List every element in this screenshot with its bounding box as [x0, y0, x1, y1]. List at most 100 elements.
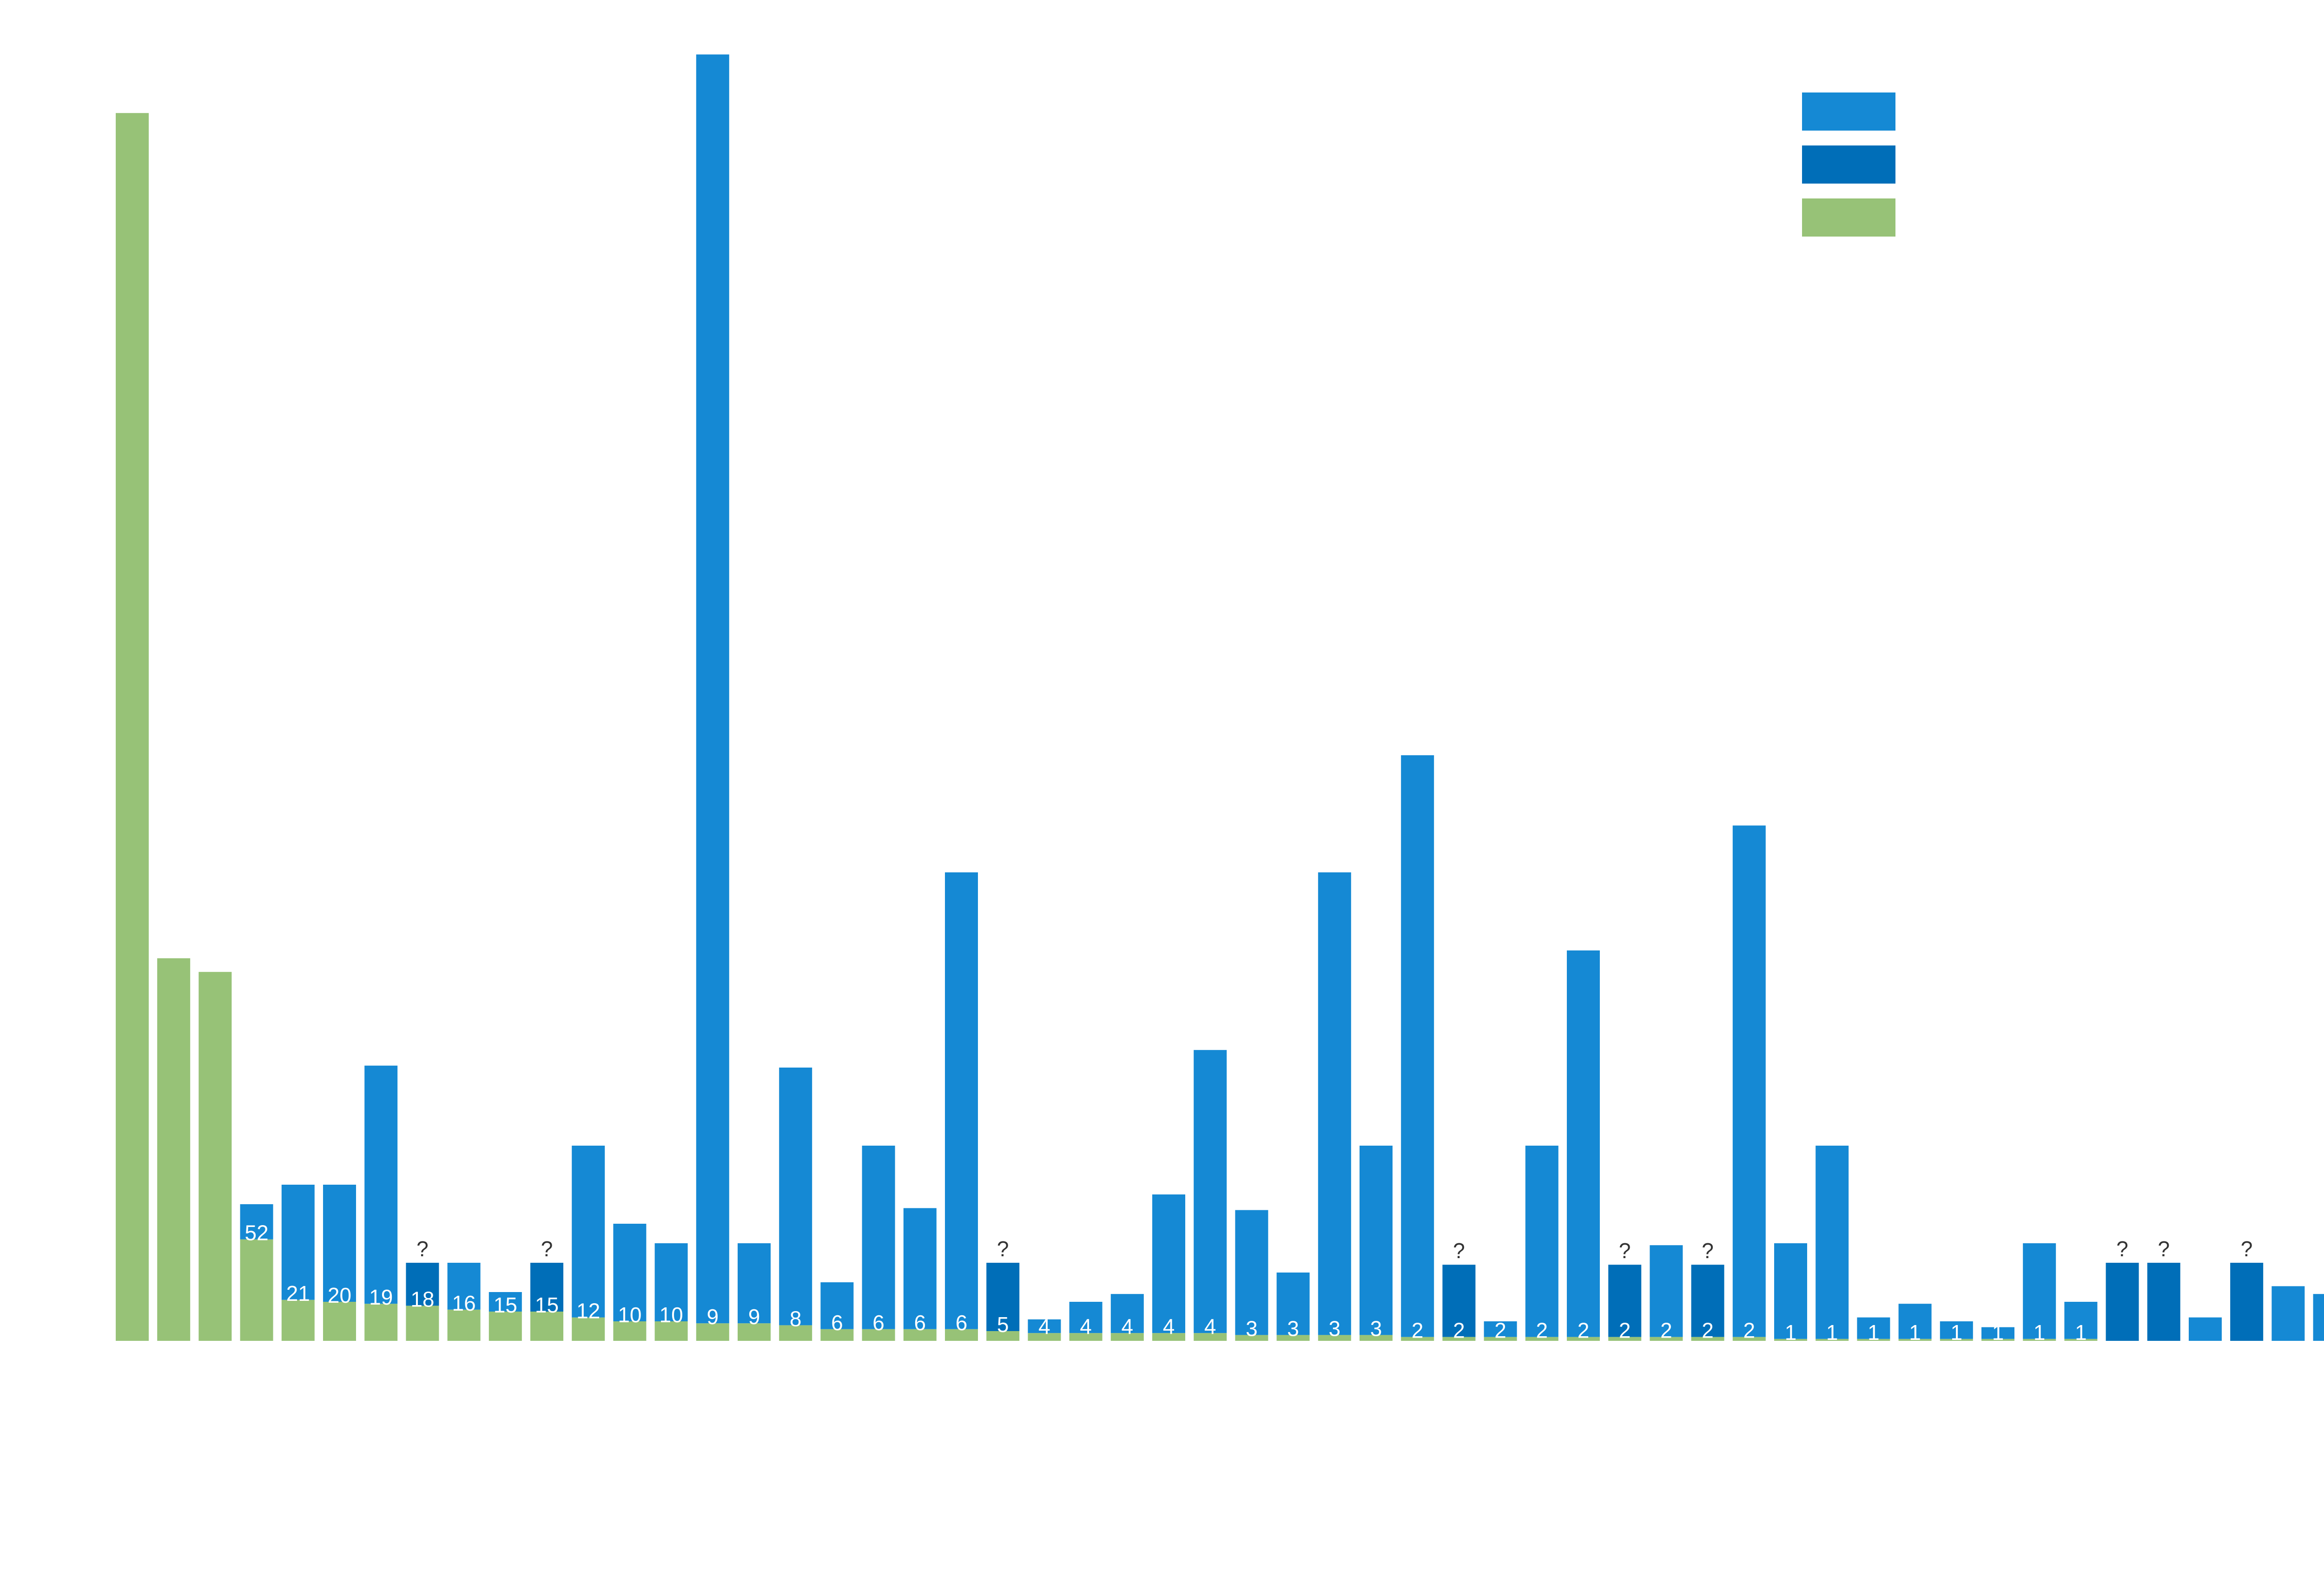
bar-top-segment	[572, 1146, 605, 1318]
bar-top-segment	[1940, 1321, 1973, 1339]
data-label: 2	[1743, 1319, 1756, 1343]
data-label: 4	[1204, 1314, 1216, 1339]
bar-top-segment	[1194, 1050, 1227, 1333]
bar-base-segment	[572, 1317, 605, 1341]
bar-base-segment	[1981, 1339, 2014, 1341]
bar-base-segment	[116, 113, 149, 1341]
bar-base-segment	[1691, 1337, 1724, 1341]
bar-base-segment	[1318, 1335, 1351, 1341]
data-label: 3	[1370, 1316, 1382, 1340]
unknown-marker: ?	[1702, 1239, 1714, 1263]
data-label: 8	[790, 1306, 802, 1331]
bar-top-segment	[1069, 1302, 1103, 1333]
bar-top-segment	[945, 872, 978, 1329]
bar-base-segment	[1774, 1339, 1807, 1341]
data-label: 52	[245, 1221, 269, 1245]
data-label: 1	[1785, 1320, 1797, 1345]
bar-top-segment	[1028, 1319, 1061, 1333]
bar-top-segment	[986, 1263, 1020, 1331]
bar-base-segment	[2023, 1339, 2056, 1341]
bar-base-segment	[696, 1323, 729, 1341]
bar-base-segment	[945, 1329, 978, 1341]
bar-top-segment	[1608, 1265, 1642, 1337]
bar-top-segment	[1442, 1265, 1476, 1337]
data-label: 20	[328, 1283, 351, 1307]
data-label: 6	[914, 1311, 926, 1335]
bar-top-segment	[530, 1263, 563, 1312]
bar-top-segment	[1816, 1146, 1849, 1339]
unknown-marker: ?	[416, 1237, 429, 1261]
bar-base-segment	[447, 1309, 481, 1341]
bar-top-segment	[364, 1065, 398, 1304]
bar-base-segment	[1235, 1335, 1268, 1341]
data-label: 6	[872, 1311, 885, 1335]
bar-top-segment	[613, 1224, 647, 1321]
bar-base-segment	[1484, 1337, 1517, 1341]
bar-top-segment	[1732, 825, 1766, 1337]
bar-base-segment	[820, 1329, 854, 1341]
legend-swatch	[1802, 198, 1895, 237]
data-label: 15	[494, 1293, 517, 1317]
unknown-marker: ?	[997, 1237, 1009, 1261]
bar-base-segment	[779, 1325, 812, 1341]
bar-base-segment	[364, 1304, 398, 1341]
bars-layer	[116, 54, 2324, 1341]
bar-base-segment	[986, 1331, 1020, 1341]
data-label: 1	[1868, 1320, 1880, 1345]
data-label: 2	[1578, 1319, 1590, 1343]
data-label: 5	[997, 1312, 1009, 1337]
bar-base-segment	[198, 972, 232, 1341]
unknown-marker: ?	[541, 1237, 553, 1261]
bar-top-segment	[1650, 1245, 1683, 1337]
bar-top-segment	[696, 54, 729, 1324]
bar-top-segment	[2023, 1243, 2056, 1339]
data-label: 3	[1246, 1316, 1258, 1340]
bar-base-segment	[281, 1299, 315, 1341]
data-label: 2	[1412, 1319, 1424, 1343]
bar-top-segment	[1318, 872, 1351, 1335]
bar-top-segment	[323, 1185, 356, 1302]
data-label: 2	[1536, 1319, 1548, 1343]
bar-base-segment	[1069, 1333, 1103, 1341]
data-label: 12	[576, 1299, 600, 1323]
bar-top-segment	[1691, 1265, 1724, 1337]
data-label: 19	[369, 1285, 393, 1309]
bar-base-segment	[1442, 1337, 1476, 1341]
bar-base-segment	[406, 1306, 439, 1341]
bar-top-segment	[2064, 1302, 2098, 1339]
bar-base-segment	[1940, 1339, 1973, 1341]
data-label: 2	[1619, 1319, 1631, 1343]
bar-top-segment	[1525, 1146, 1558, 1337]
data-label: 1	[2075, 1320, 2087, 1345]
bar-top-segment	[489, 1292, 522, 1312]
bar-base-segment	[1401, 1337, 1434, 1341]
bar-top-segment	[1152, 1194, 1185, 1333]
bar-base-segment	[2064, 1339, 2098, 1341]
data-label: 10	[660, 1303, 683, 1327]
data-label: 16	[452, 1291, 476, 1315]
bar-base-segment	[903, 1329, 937, 1341]
bar-top-segment	[779, 1068, 812, 1326]
legend-swatch	[1802, 92, 1895, 131]
bar-top-segment	[1401, 755, 1434, 1337]
bar-base-segment	[1152, 1333, 1185, 1341]
data-label: 1	[2034, 1320, 2046, 1345]
bar-base-segment	[1028, 1333, 1061, 1341]
bar-top-segment	[1981, 1327, 2014, 1339]
unknown-marker: ?	[2158, 1237, 2170, 1261]
bar-top-segment	[1857, 1317, 1890, 1339]
data-label: 9	[748, 1305, 760, 1329]
bar-top-segment	[1360, 1146, 1393, 1335]
data-label: 6	[831, 1311, 843, 1335]
bar-top-segment	[1276, 1273, 1310, 1335]
data-label: 2	[1660, 1319, 1672, 1343]
bar-base-segment	[862, 1329, 895, 1341]
bar-base-segment	[1608, 1337, 1642, 1341]
bar-base-segment	[1898, 1339, 1932, 1341]
bar-top-segment	[406, 1263, 439, 1306]
bar-top-segment	[1235, 1210, 1268, 1335]
bar-base-segment	[613, 1321, 647, 1341]
bar-top-segment	[2189, 1317, 2222, 1341]
bar-top-segment	[2147, 1263, 2180, 1341]
